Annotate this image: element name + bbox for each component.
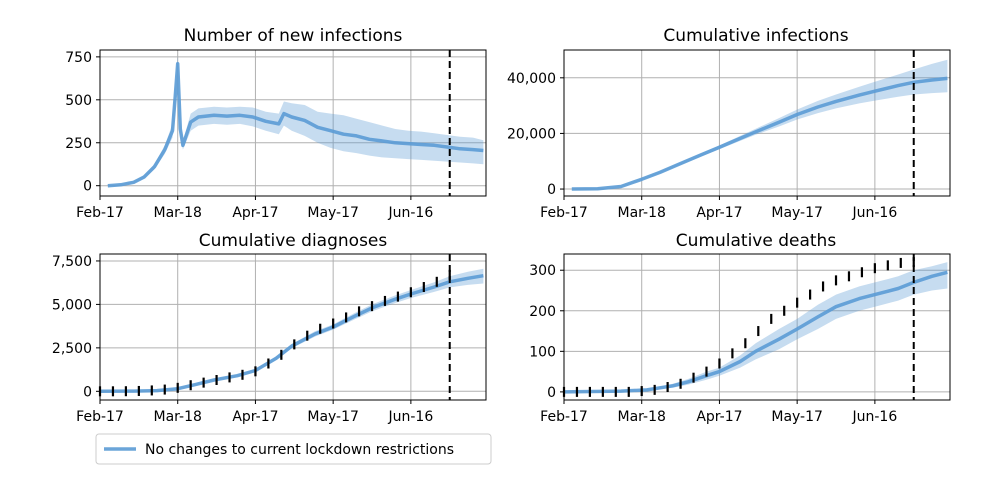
x-tick-label: Mar-18 xyxy=(154,409,202,425)
panel-title: Cumulative infections xyxy=(663,26,848,46)
y-tick-label: 0 xyxy=(547,385,556,401)
panel-title: Number of new infections xyxy=(184,26,403,46)
y-tick-label: 750 xyxy=(65,50,92,66)
x-tick-label: Mar-18 xyxy=(618,205,666,221)
legend-label: No changes to current lockdown restricti… xyxy=(145,442,454,458)
y-tick-label: 300 xyxy=(529,263,556,279)
model-line xyxy=(107,61,484,188)
x-tick-label: Feb-17 xyxy=(540,205,588,221)
uncertainty-band xyxy=(107,55,484,186)
legend-frame xyxy=(95,433,492,465)
panel-cumulative-infections: Cumulative infections Feb-17 Mar-18 Apr-17… xyxy=(507,26,951,221)
y-tick-label: 0 xyxy=(83,384,92,400)
axes-frame xyxy=(99,253,487,401)
y-tick-label: 40,000 xyxy=(507,71,556,87)
x-tick-label: Feb-17 xyxy=(76,409,124,425)
x-tick-label: Jun-16 xyxy=(851,409,897,425)
x-tick-label: Apr-17 xyxy=(232,409,278,425)
y-tick-label: 100 xyxy=(529,344,556,360)
model-line xyxy=(563,270,948,394)
x-tick-label: Jun-16 xyxy=(851,205,897,221)
x-tick-label: Apr-17 xyxy=(232,205,278,221)
x-tick-label: May-17 xyxy=(771,205,823,221)
x-tick-label: Feb-17 xyxy=(76,205,124,221)
y-tick-label: 20,000 xyxy=(507,126,556,142)
legend: No changes to current lockdown restricti… xyxy=(95,433,492,465)
x-tick-label: Feb-17 xyxy=(540,409,588,425)
panel-cumulative-diagnoses: Cumulative diagnoses Feb-17 Mar-18 Apr-17 M… xyxy=(52,231,487,425)
y-tick-label: 7,500 xyxy=(52,254,92,270)
panel-title: Cumulative deaths xyxy=(676,231,837,251)
uncertainty-band xyxy=(571,59,948,190)
panel-title: Cumulative diagnoses xyxy=(199,231,388,251)
x-tick-label: Apr-17 xyxy=(696,205,742,221)
y-tick-label: 2,500 xyxy=(52,341,92,357)
y-tick-label: 200 xyxy=(529,304,556,320)
y-tick-label: 5,000 xyxy=(52,297,92,313)
y-tick-label: 0 xyxy=(83,179,92,195)
x-tick-label: Mar-18 xyxy=(618,409,666,425)
x-tick-label: Jun-16 xyxy=(387,409,433,425)
x-tick-label: Mar-18 xyxy=(154,205,202,221)
x-tick-label: May-17 xyxy=(771,409,823,425)
x-tick-label: Jun-16 xyxy=(387,205,433,221)
axes-frame xyxy=(563,253,951,401)
x-tick-label: May-17 xyxy=(307,409,359,425)
model-line xyxy=(99,273,484,394)
uncertainty-band xyxy=(100,268,484,392)
panel-cumulative-deaths: Cumulative deaths Feb-17 Mar-18 Apr-17 May-… xyxy=(529,231,951,425)
axes-frame xyxy=(99,49,487,197)
axes-frame xyxy=(563,49,951,197)
y-tick-label: 0 xyxy=(547,182,556,198)
model-line xyxy=(571,76,948,191)
uncertainty-band xyxy=(564,262,948,392)
x-tick-label: May-17 xyxy=(307,205,359,221)
x-tick-label: Apr-17 xyxy=(696,409,742,425)
y-tick-label: 250 xyxy=(65,136,92,152)
panel-new-infections: Number of new infections Feb-17 Mar-18 Apr… xyxy=(65,26,487,221)
y-tick-label: 500 xyxy=(65,93,92,109)
